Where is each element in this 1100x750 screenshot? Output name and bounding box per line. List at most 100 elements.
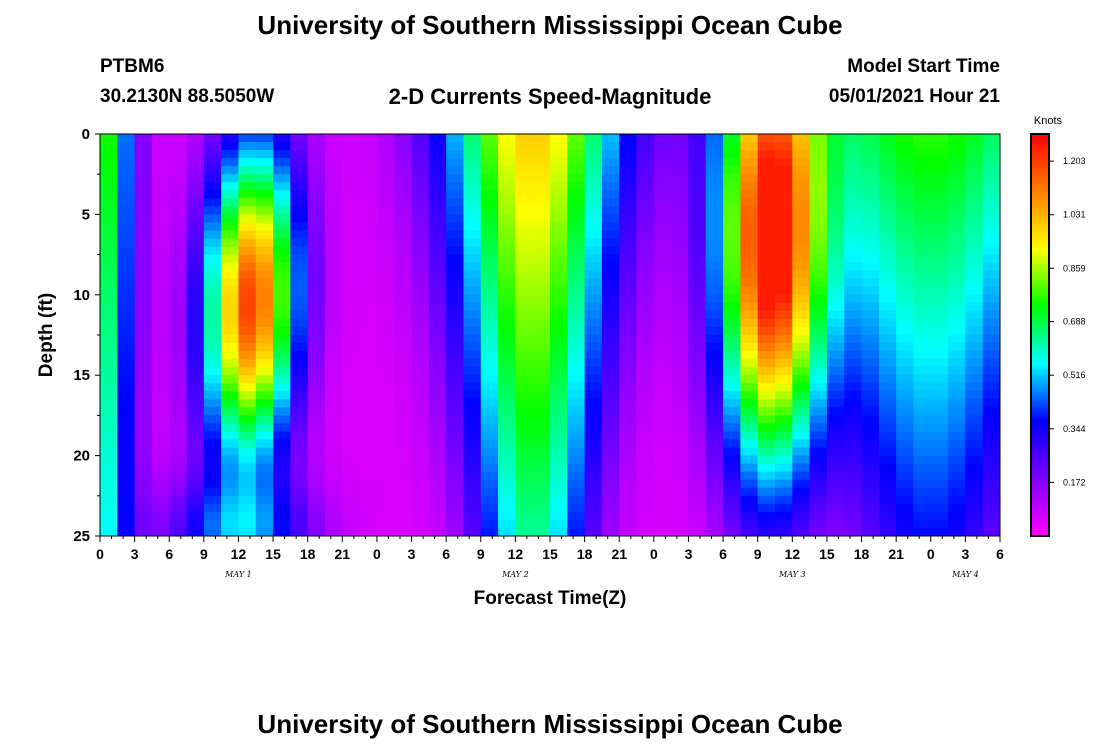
heatmap-cell: [688, 142, 707, 151]
heatmap-cell: [809, 142, 828, 151]
heatmap-cell: [948, 302, 966, 312]
heatmap-cell: [203, 383, 222, 392]
heatmap-cell: [307, 230, 326, 239]
heatmap-cell: [740, 343, 759, 352]
heatmap-cell: [446, 206, 464, 215]
heatmap-cell: [203, 479, 222, 489]
heatmap-cell: [480, 222, 499, 231]
heatmap-cell: [255, 270, 274, 280]
heatmap-cell: [757, 150, 776, 159]
heatmap-cell: [342, 351, 361, 360]
heatmap-cell: [948, 463, 966, 473]
heatmap-cell: [930, 294, 949, 304]
heatmap-cell: [151, 343, 170, 352]
heatmap-cell: [532, 511, 551, 521]
heatmap-cell: [550, 503, 568, 513]
heatmap-cell: [186, 519, 205, 529]
heatmap-cell: [238, 375, 257, 384]
heatmap-cell: [948, 359, 966, 368]
heatmap-cell: [705, 246, 724, 255]
heatmap-cell: [238, 318, 257, 328]
heatmap-cell: [515, 431, 534, 440]
heatmap-cell: [325, 335, 343, 344]
heatmap-cell: [723, 150, 741, 159]
heatmap-cell: [809, 246, 828, 255]
heatmap-cell: [134, 407, 153, 416]
heatmap-cell: [325, 471, 343, 481]
heatmap-cell: [186, 423, 205, 432]
colorbar-unit: Knots: [1034, 115, 1063, 127]
heatmap-cell: [532, 254, 551, 264]
heatmap-cell: [930, 431, 949, 440]
heatmap-cell: [325, 294, 343, 304]
heatmap-cell: [584, 214, 603, 223]
heatmap-cell: [948, 294, 966, 304]
heatmap-cell: [878, 190, 897, 199]
heatmap-cell: [117, 326, 136, 336]
heatmap-cell: [826, 511, 845, 521]
heatmap-cell: [532, 142, 551, 151]
heatmap-cell: [221, 431, 239, 440]
heatmap-cell: [186, 246, 205, 255]
heatmap-cell: [601, 423, 620, 432]
heatmap-cell: [601, 487, 620, 497]
heatmap-cell: [273, 359, 291, 368]
heatmap-cell: [826, 254, 845, 264]
heatmap-cell: [532, 527, 551, 537]
heatmap-cell: [463, 310, 482, 320]
heatmap-cell: [740, 447, 759, 456]
heatmap-cell: [480, 511, 499, 521]
heatmap-cell: [169, 158, 187, 167]
heatmap-cell: [705, 383, 724, 392]
heatmap-cell: [688, 455, 707, 465]
heatmap-cell: [792, 254, 811, 264]
heatmap-cell: [723, 463, 741, 473]
heatmap-cell: [100, 294, 118, 304]
heatmap-cell: [394, 294, 412, 304]
heatmap-cell: [325, 495, 343, 505]
heatmap-cell: [757, 278, 776, 288]
heatmap-cell: [844, 310, 862, 320]
heatmap-cell: [359, 134, 378, 143]
heatmap-cell: [878, 375, 897, 384]
heatmap-cell: [636, 383, 655, 392]
heatmap-cell: [273, 343, 291, 352]
heatmap-cell: [826, 238, 845, 247]
heatmap-cell: [688, 222, 707, 231]
heatmap-cell: [463, 318, 482, 328]
heatmap-cell: [134, 479, 153, 489]
heatmap-cell: [117, 439, 136, 448]
heatmap-cell: [878, 158, 897, 167]
heatmap-cell: [325, 182, 343, 191]
heatmap-cell: [653, 190, 672, 199]
heatmap-cell: [844, 455, 862, 465]
heatmap-cell: [221, 455, 239, 465]
heatmap-cell: [532, 214, 551, 223]
heatmap-cell: [896, 527, 914, 537]
heatmap-cell: [151, 310, 170, 320]
heatmap-cell: [723, 503, 741, 513]
heatmap-cell: [255, 150, 274, 159]
heatmap-cell: [688, 487, 707, 497]
heatmap-cell: [913, 439, 932, 448]
heatmap-cell: [636, 246, 655, 255]
heatmap-cell: [550, 246, 568, 255]
heatmap-cell: [290, 447, 309, 456]
heatmap-cell: [965, 487, 984, 497]
heatmap-cell: [151, 238, 170, 247]
heatmap-cell: [221, 270, 239, 280]
heatmap-cell: [688, 134, 707, 143]
heatmap-cell: [290, 479, 309, 489]
heatmap-cell: [826, 471, 845, 481]
heatmap-cell: [411, 503, 430, 513]
heatmap-cell: [359, 158, 378, 167]
heatmap-cell: [965, 415, 984, 424]
heatmap-cell: [653, 527, 672, 537]
heatmap-cell: [428, 286, 447, 296]
heatmap-cell: [290, 326, 309, 336]
heatmap-cell: [428, 326, 447, 336]
heatmap-cell: [411, 431, 430, 440]
heatmap-cell: [965, 439, 984, 448]
heatmap-cell: [307, 367, 326, 376]
heatmap-cell: [359, 343, 378, 352]
